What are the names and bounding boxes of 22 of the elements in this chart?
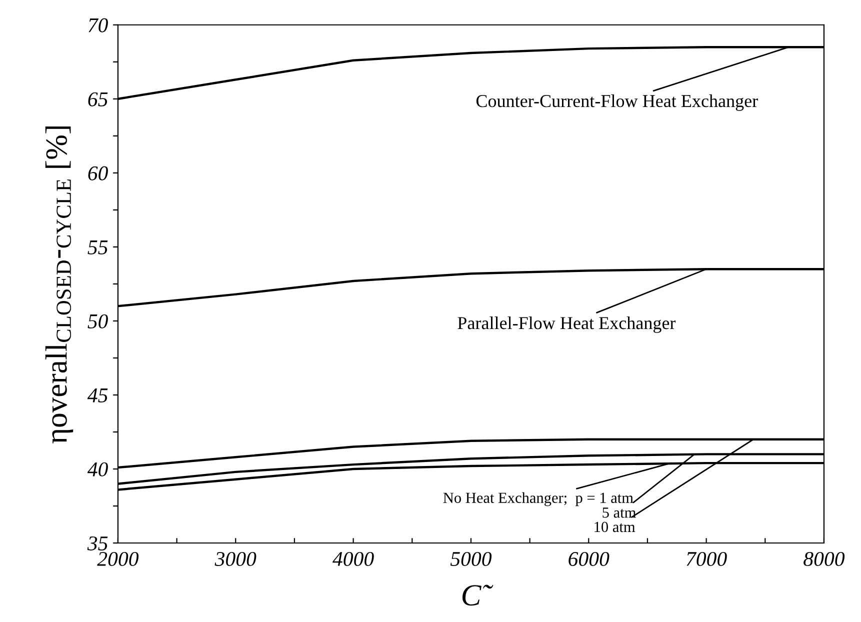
- y-tick-label: 40: [87, 462, 108, 476]
- x-tick-label: 6000: [568, 552, 610, 566]
- x-tick-label: 3000: [214, 552, 256, 566]
- x-tick-label: 8000: [804, 552, 845, 566]
- x-tick-label: 7000: [686, 552, 727, 566]
- x-tick-label: 2000: [97, 552, 139, 566]
- y-tick-label: 50: [88, 314, 108, 328]
- y-tick-label: 60: [88, 166, 108, 180]
- y-tick-label: 65: [88, 92, 108, 106]
- y-axis-title: ηoverall$_{CLOSED}$-$_{CYCLE}$ [%]: [45, 126, 74, 444]
- annotation: Counter-Current-Flow Heat Exchanger: [476, 94, 758, 111]
- annotation: 5 atm: [602, 508, 636, 518]
- annotation: Parallel-Flow Heat Exchanger: [458, 316, 676, 333]
- x-tick-label: 5000: [450, 552, 492, 566]
- y-tick-label: 45: [87, 388, 108, 402]
- annotation: No Heat Exchanger; p = 1 atm: [443, 492, 634, 506]
- y-tick-label: 70: [88, 18, 108, 32]
- x-tick-label: 4000: [332, 552, 374, 566]
- annotation: 10 atm: [594, 522, 636, 532]
- y-tick-label: 55: [88, 240, 108, 254]
- y-tick-label: 35: [87, 536, 108, 550]
- x-axis-title: C̃: [462, 584, 494, 606]
